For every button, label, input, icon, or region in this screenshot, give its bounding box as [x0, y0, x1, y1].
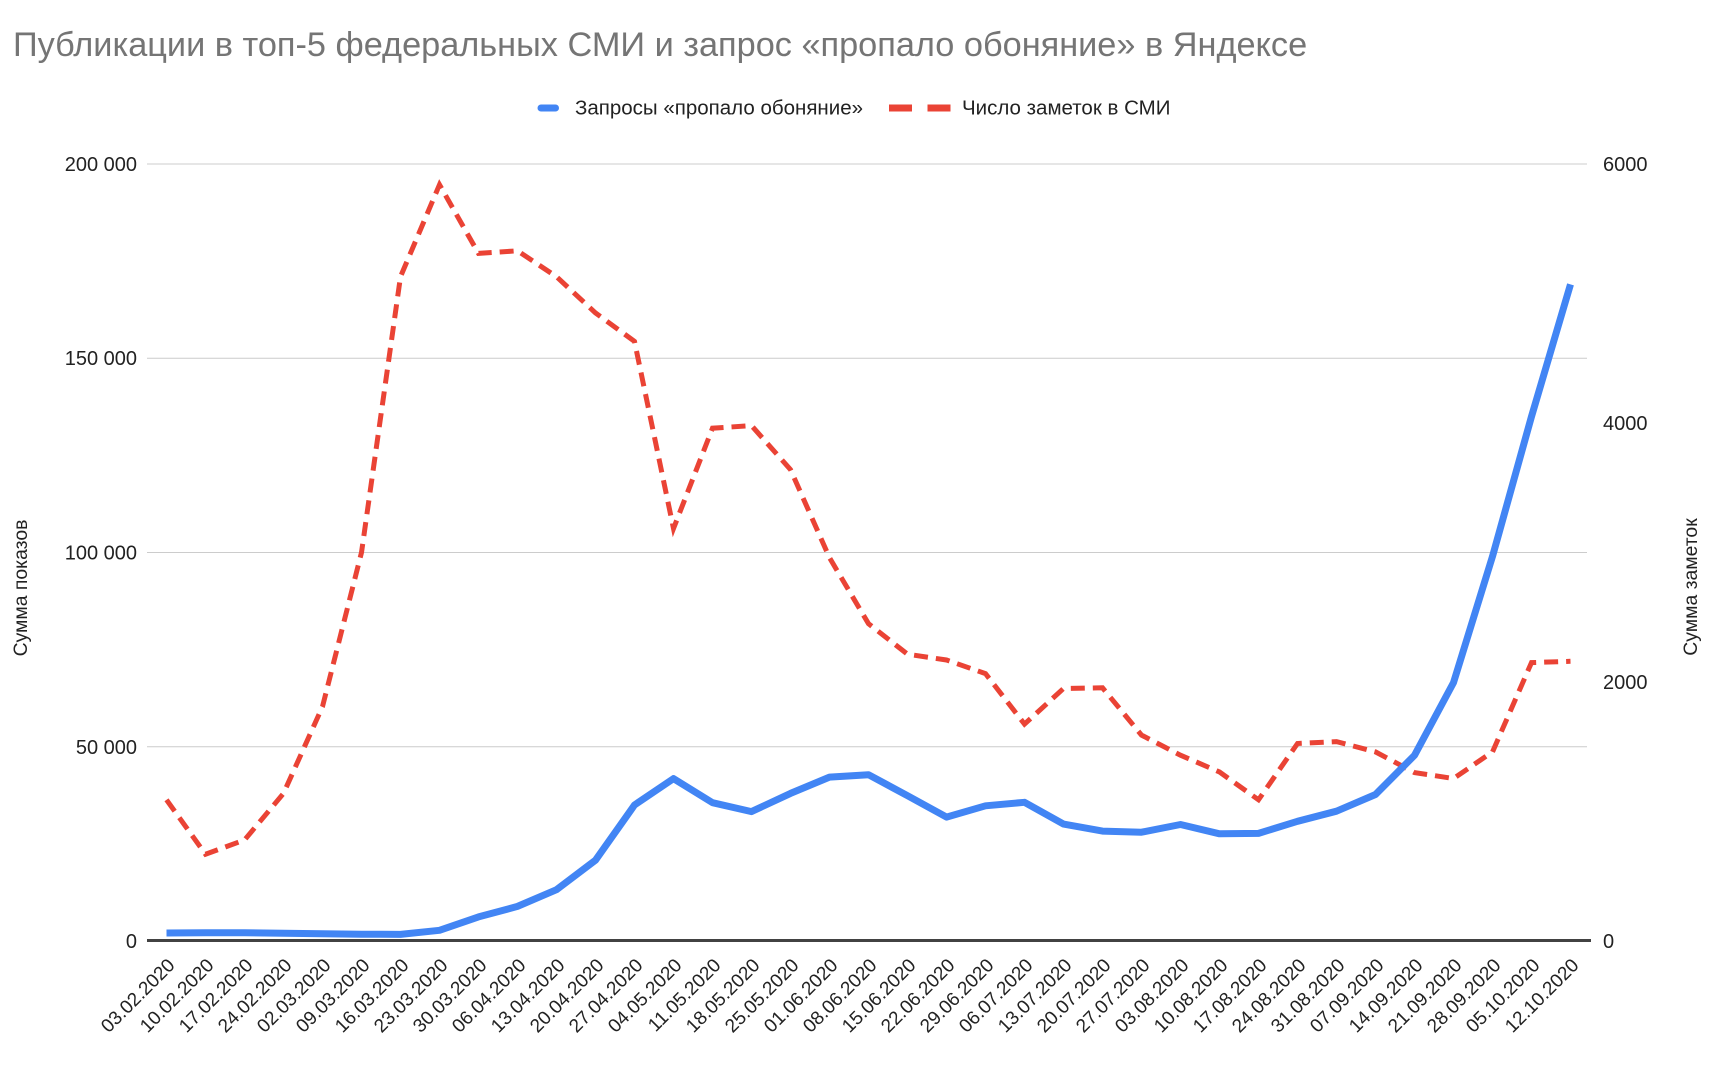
svg-text:100 000: 100 000: [65, 543, 137, 565]
svg-text:Сумма заметок: Сумма заметок: [1680, 518, 1702, 656]
svg-text:150 000: 150 000: [65, 348, 137, 370]
svg-text:Публикации в топ-5 федеральных: Публикации в топ-5 федеральных СМИ и зап…: [13, 26, 1307, 64]
svg-text:0: 0: [126, 931, 137, 953]
svg-text:2000: 2000: [1603, 672, 1648, 694]
svg-text:Сумма показов: Сумма показов: [10, 520, 32, 657]
svg-text:Запросы «пропало обоняние»: Запросы «пропало обоняние»: [575, 97, 863, 120]
svg-text:4000: 4000: [1603, 413, 1648, 435]
svg-text:50 000: 50 000: [76, 737, 137, 759]
svg-text:200 000: 200 000: [65, 154, 137, 176]
svg-text:Число заметок в СМИ: Число заметок в СМИ: [962, 97, 1170, 120]
svg-text:6000: 6000: [1603, 154, 1648, 176]
svg-text:0: 0: [1603, 931, 1614, 953]
